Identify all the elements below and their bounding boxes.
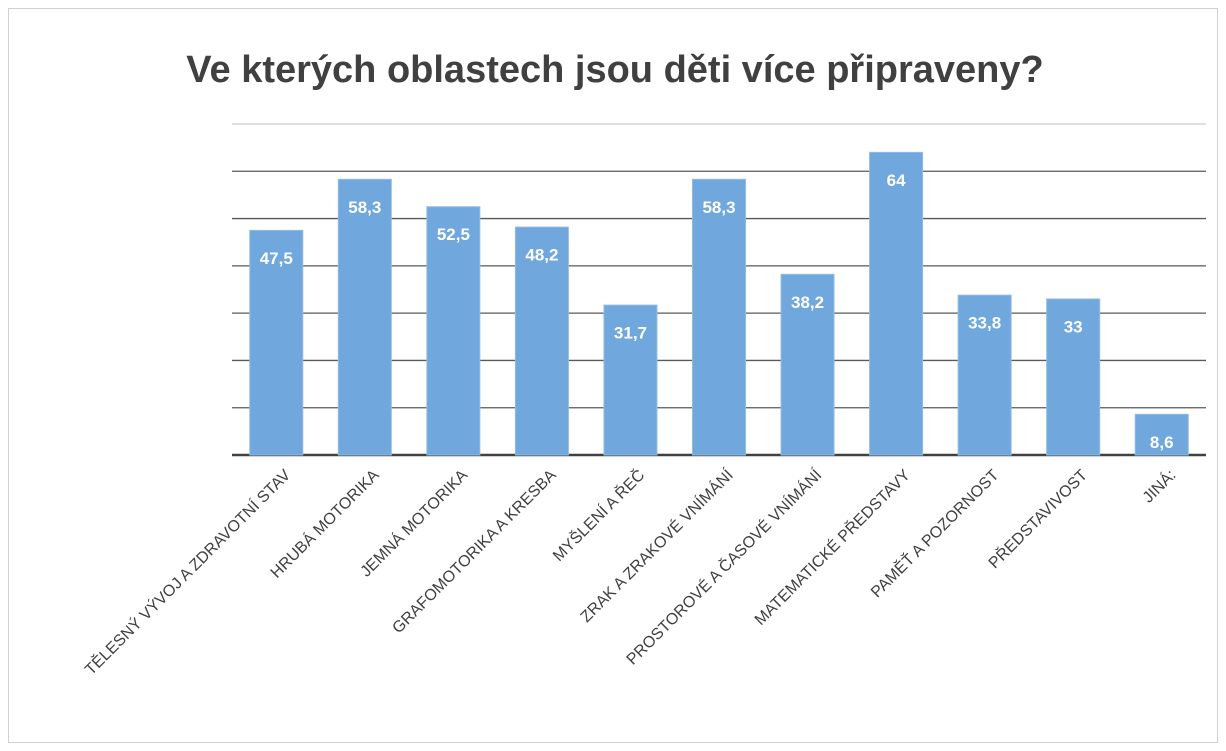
chart-title: Ve kterých oblastech jsou děti více přip… xyxy=(186,49,1043,91)
bar xyxy=(514,226,569,456)
bar xyxy=(1046,298,1101,456)
data-label: 8,6 xyxy=(1150,433,1174,452)
bar xyxy=(957,294,1012,456)
bar xyxy=(692,178,746,456)
data-label: 33 xyxy=(1064,317,1083,336)
bar xyxy=(426,206,481,456)
data-label: 48,2 xyxy=(525,246,558,265)
data-label: 31,7 xyxy=(614,324,647,343)
bar xyxy=(1134,413,1189,456)
bar xyxy=(869,151,924,456)
bar xyxy=(780,273,835,456)
bar xyxy=(603,304,658,456)
data-label: 58,3 xyxy=(348,198,381,217)
data-label: 64 xyxy=(887,171,906,190)
bar xyxy=(337,178,392,456)
data-label: 33,8 xyxy=(968,314,1001,333)
data-label: 52,5 xyxy=(437,225,470,244)
bar xyxy=(249,229,304,456)
data-label: 47,5 xyxy=(260,249,293,268)
data-label: 38,2 xyxy=(791,293,824,312)
data-label: 58,3 xyxy=(702,198,735,217)
